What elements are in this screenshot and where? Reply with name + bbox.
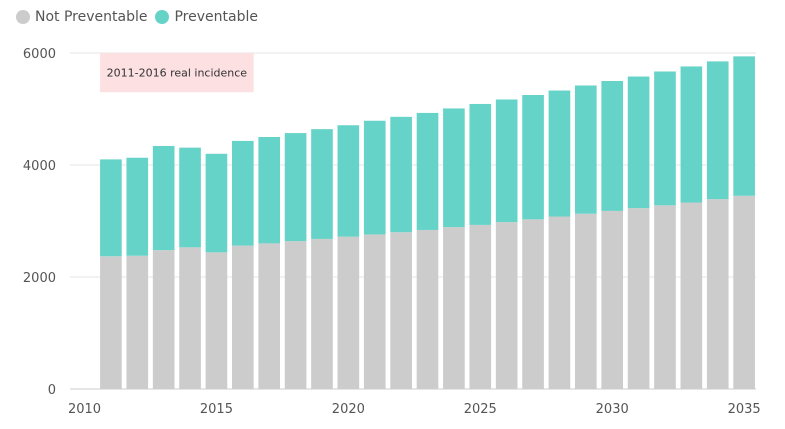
bar-not-preventable-2015[interactable] bbox=[205, 252, 228, 389]
x-tick-label: 2025 bbox=[464, 402, 497, 417]
y-tick-label: 6000 bbox=[23, 47, 56, 62]
bar-not-preventable-2018[interactable] bbox=[284, 241, 307, 389]
bar-preventable-2025[interactable] bbox=[469, 103, 492, 225]
bar-preventable-2034[interactable] bbox=[706, 61, 729, 200]
x-tick-label: 2020 bbox=[332, 402, 365, 417]
bar-not-preventable-2032[interactable] bbox=[654, 205, 676, 389]
axis: 0 2000 4000 6000 2010 2015 2020 2025 2030 2035 bbox=[23, 47, 761, 417]
y-tick-label: 4000 bbox=[23, 159, 56, 174]
annotation: 2011-2016 real incidence bbox=[100, 53, 254, 93]
x-tick-label: 2015 bbox=[200, 402, 233, 417]
bar-preventable-2026[interactable] bbox=[495, 99, 518, 223]
bar-preventable-2035[interactable] bbox=[733, 56, 755, 196]
y-tick-label: 0 bbox=[48, 383, 56, 398]
bar-not-preventable-2014[interactable] bbox=[179, 247, 201, 389]
annotation-label: 2011-2016 real incidence bbox=[107, 67, 248, 80]
legend-item-not-preventable[interactable]: Not Preventable bbox=[16, 9, 147, 25]
bar-preventable-2022[interactable] bbox=[390, 116, 412, 233]
bar-not-preventable-2013[interactable] bbox=[152, 250, 175, 389]
bar-preventable-2018[interactable] bbox=[284, 133, 307, 242]
bar-not-preventable-2028[interactable] bbox=[548, 216, 571, 389]
bar-preventable-2011[interactable] bbox=[100, 159, 122, 257]
bar-not-preventable-2025[interactable] bbox=[469, 224, 492, 389]
legend-item-preventable[interactable]: Preventable bbox=[155, 9, 258, 25]
bar-preventable-2027[interactable] bbox=[522, 95, 544, 220]
bar-not-preventable-2020[interactable] bbox=[337, 236, 360, 389]
bar-not-preventable-2016[interactable] bbox=[232, 245, 254, 389]
bar-not-preventable-2033[interactable] bbox=[680, 202, 703, 389]
annotation-box bbox=[100, 53, 254, 93]
bar-not-preventable-2019[interactable] bbox=[311, 238, 333, 389]
y-tick-label: 2000 bbox=[23, 271, 56, 286]
bar-not-preventable-2034[interactable] bbox=[706, 199, 729, 389]
bar-not-preventable-2029[interactable] bbox=[575, 213, 597, 389]
legend-label-preventable: Preventable bbox=[174, 9, 258, 25]
bar-not-preventable-2021[interactable] bbox=[363, 234, 386, 389]
bar-not-preventable-2017[interactable] bbox=[258, 243, 281, 389]
bar-not-preventable-2030[interactable] bbox=[601, 210, 624, 389]
bar-preventable-2021[interactable] bbox=[363, 120, 386, 235]
bar-preventable-2019[interactable] bbox=[311, 129, 333, 239]
bar-preventable-2031[interactable] bbox=[627, 76, 650, 209]
bar-not-preventable-2035[interactable] bbox=[733, 195, 755, 389]
legend: Not Preventable Preventable bbox=[16, 9, 266, 25]
bar-preventable-2012[interactable] bbox=[126, 157, 149, 256]
bar-preventable-2023[interactable] bbox=[416, 112, 439, 230]
legend-label-not-preventable: Not Preventable bbox=[35, 9, 148, 25]
bar-preventable-2020[interactable] bbox=[337, 125, 360, 237]
bar-not-preventable-2024[interactable] bbox=[443, 227, 465, 389]
bar-preventable-2033[interactable] bbox=[680, 66, 703, 203]
bar-preventable-2029[interactable] bbox=[575, 85, 597, 214]
bar-not-preventable-2023[interactable] bbox=[416, 229, 439, 389]
bar-preventable-2024[interactable] bbox=[443, 108, 465, 228]
legend-swatch-not-preventable bbox=[16, 10, 30, 24]
bar-not-preventable-2026[interactable] bbox=[495, 222, 518, 389]
bar-not-preventable-2011[interactable] bbox=[100, 256, 122, 389]
bars bbox=[100, 56, 755, 389]
bar-not-preventable-2027[interactable] bbox=[522, 219, 544, 389]
bar-not-preventable-2012[interactable] bbox=[126, 255, 149, 389]
bar-not-preventable-2022[interactable] bbox=[390, 232, 412, 389]
bar-preventable-2015[interactable] bbox=[205, 153, 228, 253]
bar-preventable-2017[interactable] bbox=[258, 137, 281, 244]
bar-preventable-2013[interactable] bbox=[152, 145, 175, 251]
bar-preventable-2016[interactable] bbox=[232, 140, 254, 246]
bar-not-preventable-2031[interactable] bbox=[627, 208, 650, 389]
x-tick-label: 2010 bbox=[68, 402, 101, 417]
x-tick-label: 2030 bbox=[596, 402, 629, 417]
legend-swatch-preventable bbox=[155, 10, 170, 24]
bar-preventable-2030[interactable] bbox=[601, 81, 624, 211]
bar-preventable-2028[interactable] bbox=[548, 90, 571, 217]
bar-preventable-2032[interactable] bbox=[654, 71, 676, 206]
bar-preventable-2014[interactable] bbox=[179, 147, 201, 248]
x-tick-label: 2035 bbox=[728, 402, 761, 417]
